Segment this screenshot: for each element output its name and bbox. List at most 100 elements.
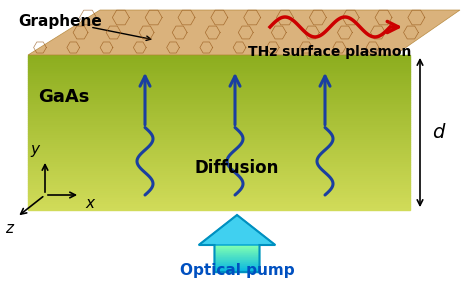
- Bar: [28, 117, 410, 119]
- Bar: [215, 250, 259, 251]
- Bar: [215, 245, 259, 246]
- Text: THz surface plasmon: THz surface plasmon: [248, 45, 412, 59]
- Bar: [215, 269, 259, 270]
- Bar: [215, 249, 259, 250]
- Bar: [28, 125, 410, 127]
- Bar: [215, 260, 259, 261]
- Bar: [28, 208, 410, 210]
- Bar: [215, 261, 259, 262]
- Bar: [28, 195, 410, 197]
- Bar: [215, 265, 259, 266]
- Bar: [28, 70, 410, 72]
- Bar: [28, 92, 410, 94]
- Polygon shape: [28, 10, 460, 55]
- Bar: [28, 129, 410, 131]
- Bar: [28, 94, 410, 96]
- Bar: [215, 271, 259, 272]
- Text: Optical pump: Optical pump: [180, 263, 294, 278]
- Bar: [28, 82, 410, 84]
- Bar: [28, 193, 410, 195]
- Text: z: z: [5, 221, 13, 236]
- Bar: [28, 177, 410, 179]
- Bar: [28, 123, 410, 125]
- Bar: [215, 255, 259, 256]
- Bar: [28, 119, 410, 121]
- Bar: [28, 136, 410, 138]
- Bar: [28, 162, 410, 164]
- Bar: [28, 175, 410, 177]
- Bar: [28, 109, 410, 111]
- Bar: [28, 80, 410, 82]
- Bar: [28, 103, 410, 105]
- Bar: [28, 107, 410, 109]
- Bar: [28, 133, 410, 135]
- Bar: [28, 69, 410, 70]
- Bar: [28, 148, 410, 150]
- Bar: [28, 179, 410, 181]
- Bar: [28, 160, 410, 162]
- Bar: [28, 102, 410, 103]
- Bar: [28, 181, 410, 183]
- Bar: [28, 152, 410, 154]
- Bar: [28, 105, 410, 107]
- Bar: [215, 258, 259, 259]
- Bar: [28, 72, 410, 74]
- Bar: [28, 131, 410, 133]
- Bar: [28, 156, 410, 158]
- Bar: [28, 98, 410, 100]
- Bar: [28, 113, 410, 115]
- Bar: [28, 59, 410, 61]
- Bar: [28, 185, 410, 187]
- Bar: [28, 191, 410, 193]
- Bar: [28, 111, 410, 113]
- Bar: [28, 90, 410, 92]
- Bar: [215, 254, 259, 255]
- Bar: [28, 144, 410, 146]
- Bar: [28, 206, 410, 208]
- Text: GaAs: GaAs: [38, 88, 90, 106]
- Bar: [28, 197, 410, 198]
- Bar: [28, 100, 410, 102]
- Bar: [28, 140, 410, 142]
- Bar: [215, 248, 259, 249]
- Bar: [28, 173, 410, 175]
- Bar: [28, 65, 410, 67]
- Bar: [28, 200, 410, 202]
- Bar: [28, 166, 410, 168]
- Bar: [28, 121, 410, 123]
- Bar: [28, 84, 410, 86]
- Bar: [215, 262, 259, 263]
- Bar: [28, 187, 410, 189]
- Bar: [215, 264, 259, 265]
- Bar: [215, 246, 259, 247]
- Bar: [215, 268, 259, 269]
- Bar: [28, 55, 410, 57]
- Bar: [215, 266, 259, 267]
- Bar: [28, 204, 410, 206]
- Bar: [28, 169, 410, 171]
- Text: y: y: [30, 142, 39, 157]
- Bar: [28, 78, 410, 80]
- Bar: [28, 183, 410, 185]
- Bar: [215, 259, 259, 260]
- Bar: [28, 138, 410, 140]
- Bar: [215, 253, 259, 254]
- Bar: [215, 270, 259, 271]
- Bar: [28, 135, 410, 136]
- Text: Diffusion: Diffusion: [195, 159, 279, 177]
- Text: d: d: [432, 123, 444, 142]
- Bar: [28, 158, 410, 160]
- Bar: [215, 263, 259, 264]
- Bar: [28, 202, 410, 204]
- Bar: [215, 256, 259, 257]
- Text: Graphene: Graphene: [18, 14, 102, 29]
- Polygon shape: [199, 215, 275, 245]
- Bar: [28, 115, 410, 117]
- Bar: [28, 171, 410, 173]
- Bar: [215, 247, 259, 248]
- Bar: [28, 198, 410, 200]
- Bar: [28, 146, 410, 148]
- Bar: [28, 63, 410, 65]
- Bar: [215, 257, 259, 258]
- Bar: [28, 142, 410, 144]
